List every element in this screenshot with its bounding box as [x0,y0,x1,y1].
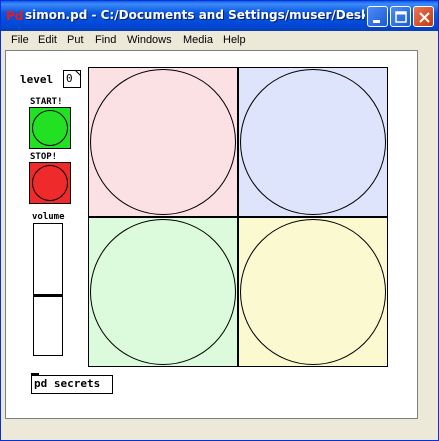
menu-help[interactable]: Help [223,34,246,46]
horizontal-scrollbar[interactable] [5,420,436,437]
volume-slider-handle[interactable] [34,294,62,297]
start-label: START! [30,97,63,107]
close-button[interactable] [413,6,434,27]
menu-media[interactable]: Media [183,34,213,46]
minimize-button[interactable] [367,6,388,27]
pd-logo-icon: Pd [6,9,24,23]
title-bar[interactable]: Pd simon.pd - C:/Documents and Settings/… [1,1,438,31]
object-inlet [31,373,39,375]
maximize-button[interactable] [390,6,411,27]
pad-top-left[interactable] [88,67,238,217]
level-label: level [20,73,54,86]
patch-canvas[interactable]: level 0 START! STOP! volume [5,50,418,419]
number-box-corner-icon [75,70,82,77]
stop-label: STOP! [30,152,58,162]
pad-bottom-left-circle [90,219,236,365]
menu-edit[interactable]: Edit [38,34,57,46]
menu-windows[interactable]: Windows [127,34,172,46]
close-icon [419,12,430,23]
menu-file[interactable]: File [11,34,29,46]
simon-pad-grid [88,67,389,368]
menu-find[interactable]: Find [95,34,117,46]
stop-bang-circle [32,165,68,201]
level-number-box[interactable]: 0 [63,70,81,88]
pd-secrets-object[interactable]: pd secrets [31,375,113,394]
volume-slider[interactable] [33,223,63,356]
pad-top-left-circle [90,69,236,215]
volume-label: volume [32,212,65,222]
pad-bottom-left[interactable] [88,217,238,367]
pad-bottom-right[interactable] [238,217,388,367]
vertical-scrollbar[interactable] [419,50,436,419]
menu-put[interactable]: Put [67,34,84,46]
stop-bang-button[interactable] [29,162,71,204]
start-bang-button[interactable] [29,107,71,149]
maximize-icon [395,11,407,23]
pad-bottom-right-circle [240,219,386,365]
minimize-icon [373,20,380,23]
window-title: simon.pd - C:/Documents and Settings/mus… [25,8,365,22]
pad-top-right[interactable] [238,67,388,217]
start-bang-circle [32,110,68,146]
pad-top-right-circle [240,69,386,215]
menu-bar: File Edit Put Find Windows Media Help [5,31,436,49]
